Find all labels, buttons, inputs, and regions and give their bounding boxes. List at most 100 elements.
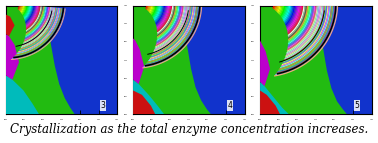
- Polygon shape: [18, 8, 59, 52]
- Polygon shape: [6, 75, 39, 114]
- Polygon shape: [146, 7, 199, 65]
- Polygon shape: [155, 5, 165, 24]
- Polygon shape: [288, 5, 310, 42]
- Polygon shape: [157, 6, 177, 37]
- Polygon shape: [15, 8, 61, 55]
- Polygon shape: [284, 6, 325, 61]
- Polygon shape: [287, 5, 300, 31]
- Polygon shape: [23, 7, 52, 44]
- Polygon shape: [288, 5, 312, 45]
- Polygon shape: [280, 4, 285, 17]
- Polygon shape: [17, 8, 60, 54]
- Polygon shape: [156, 5, 167, 27]
- Polygon shape: [277, 6, 335, 72]
- Polygon shape: [157, 5, 173, 34]
- Polygon shape: [156, 5, 169, 29]
- Polygon shape: [26, 7, 44, 34]
- Polygon shape: [279, 6, 332, 70]
- Polygon shape: [133, 38, 144, 84]
- Polygon shape: [156, 6, 178, 40]
- Polygon shape: [156, 6, 181, 44]
- Polygon shape: [20, 8, 57, 50]
- Polygon shape: [156, 5, 166, 25]
- Polygon shape: [153, 6, 190, 54]
- Polygon shape: [150, 4, 154, 14]
- Polygon shape: [149, 7, 195, 60]
- Polygon shape: [18, 5, 21, 10]
- Polygon shape: [157, 5, 172, 32]
- Polygon shape: [147, 4, 150, 11]
- Polygon shape: [21, 7, 54, 47]
- Text: 3: 3: [100, 101, 105, 110]
- Polygon shape: [288, 5, 306, 37]
- Polygon shape: [26, 6, 39, 28]
- Polygon shape: [288, 5, 311, 43]
- Text: 4: 4: [228, 101, 232, 110]
- Polygon shape: [26, 6, 41, 30]
- Polygon shape: [152, 5, 157, 16]
- Polygon shape: [150, 4, 155, 14]
- Polygon shape: [280, 6, 331, 68]
- Polygon shape: [24, 5, 31, 19]
- Polygon shape: [17, 8, 60, 53]
- Polygon shape: [21, 5, 25, 14]
- Polygon shape: [151, 5, 156, 15]
- Polygon shape: [148, 7, 196, 61]
- Polygon shape: [147, 7, 197, 63]
- Polygon shape: [281, 4, 287, 18]
- Polygon shape: [15, 8, 62, 56]
- Polygon shape: [154, 6, 187, 50]
- Polygon shape: [20, 5, 23, 12]
- Polygon shape: [288, 5, 308, 40]
- Polygon shape: [153, 5, 159, 18]
- Polygon shape: [26, 6, 43, 33]
- Polygon shape: [285, 5, 295, 26]
- Polygon shape: [151, 6, 192, 56]
- Polygon shape: [133, 6, 211, 114]
- Polygon shape: [149, 4, 153, 13]
- Polygon shape: [25, 6, 32, 20]
- Polygon shape: [13, 8, 64, 58]
- Polygon shape: [20, 5, 24, 13]
- Polygon shape: [26, 6, 40, 29]
- Polygon shape: [276, 4, 279, 12]
- Polygon shape: [283, 6, 326, 62]
- Polygon shape: [157, 5, 174, 35]
- Polygon shape: [133, 80, 164, 114]
- Polygon shape: [275, 4, 278, 11]
- Polygon shape: [25, 7, 45, 35]
- Polygon shape: [260, 40, 270, 86]
- Polygon shape: [22, 5, 26, 14]
- Polygon shape: [155, 6, 184, 47]
- Polygon shape: [150, 6, 193, 58]
- Polygon shape: [12, 8, 65, 59]
- Polygon shape: [19, 8, 58, 51]
- Polygon shape: [11, 8, 66, 60]
- Polygon shape: [156, 6, 181, 42]
- Polygon shape: [288, 5, 307, 39]
- Polygon shape: [154, 5, 161, 20]
- Polygon shape: [14, 8, 63, 57]
- Polygon shape: [153, 6, 189, 53]
- Polygon shape: [152, 6, 191, 55]
- Polygon shape: [278, 6, 333, 71]
- Polygon shape: [23, 5, 29, 17]
- Polygon shape: [20, 8, 56, 49]
- Polygon shape: [287, 5, 318, 52]
- Polygon shape: [155, 5, 163, 22]
- Polygon shape: [148, 4, 152, 12]
- Polygon shape: [22, 5, 27, 15]
- Polygon shape: [22, 7, 53, 45]
- Polygon shape: [25, 7, 48, 40]
- Polygon shape: [284, 5, 293, 23]
- Polygon shape: [25, 6, 35, 23]
- Polygon shape: [274, 6, 338, 77]
- Polygon shape: [285, 6, 322, 58]
- Polygon shape: [157, 5, 171, 31]
- Polygon shape: [26, 6, 42, 32]
- Polygon shape: [275, 6, 337, 75]
- Polygon shape: [17, 4, 20, 9]
- Polygon shape: [287, 5, 304, 35]
- Polygon shape: [286, 5, 319, 53]
- Polygon shape: [156, 5, 168, 28]
